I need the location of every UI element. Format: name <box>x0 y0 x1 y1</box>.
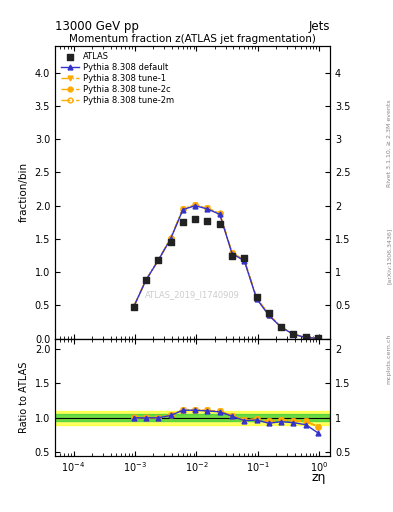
Pythia 8.308 tune-1 <box>131 304 136 310</box>
Text: Rivet 3.1.10, ≥ 2.3M events: Rivet 3.1.10, ≥ 2.3M events <box>387 99 391 187</box>
Pythia 8.308 tune-2m <box>193 202 198 208</box>
Pythia 8.308 tune-2m <box>291 331 296 337</box>
Pythia 8.308 tune-1 <box>266 312 271 318</box>
Text: [arXiv:1306.3436]: [arXiv:1306.3436] <box>387 228 391 284</box>
Line: Pythia 8.308 tune-1: Pythia 8.308 tune-1 <box>131 203 321 341</box>
Pythia 8.308 tune-2m <box>168 235 173 241</box>
Pythia 8.308 tune-2m <box>230 250 234 256</box>
ATLAS <box>204 217 211 225</box>
Pythia 8.308 tune-2c <box>180 206 185 212</box>
ATLAS <box>167 238 174 246</box>
Pythia 8.308 tune-2c <box>254 295 259 301</box>
ATLAS <box>155 256 162 264</box>
Pythia 8.308 default <box>168 236 173 242</box>
Pythia 8.308 tune-1 <box>205 205 210 211</box>
Legend: ATLAS, Pythia 8.308 default, Pythia 8.308 tune-1, Pythia 8.308 tune-2c, Pythia 8: ATLAS, Pythia 8.308 default, Pythia 8.30… <box>59 50 175 107</box>
ATLAS <box>229 251 235 260</box>
Pythia 8.308 tune-2m <box>180 206 185 212</box>
ATLAS <box>253 293 260 302</box>
Pythia 8.308 tune-1 <box>242 257 247 263</box>
Pythia 8.308 default <box>217 211 222 218</box>
ATLAS <box>192 215 198 223</box>
Pythia 8.308 default <box>254 296 259 302</box>
Pythia 8.308 default <box>316 335 320 342</box>
Pythia 8.308 default <box>242 258 247 264</box>
ATLAS <box>290 330 297 338</box>
Pythia 8.308 tune-2m <box>254 295 259 301</box>
Pythia 8.308 tune-1 <box>156 257 161 263</box>
Pythia 8.308 tune-2c <box>291 331 296 337</box>
Pythia 8.308 tune-2m <box>279 324 284 330</box>
Pythia 8.308 default <box>180 206 185 212</box>
ATLAS <box>130 303 137 311</box>
Pythia 8.308 tune-1 <box>291 331 296 337</box>
Title: Momentum fraction z(ATLAS jet fragmentation): Momentum fraction z(ATLAS jet fragmentat… <box>69 34 316 44</box>
Pythia 8.308 tune-2c <box>266 312 271 318</box>
Text: Jets: Jets <box>309 20 330 33</box>
Pythia 8.308 default <box>291 331 296 337</box>
Text: 13000 GeV pp: 13000 GeV pp <box>55 20 139 33</box>
Y-axis label: fraction/bin: fraction/bin <box>19 162 29 222</box>
Pythia 8.308 tune-2m <box>303 334 308 340</box>
Pythia 8.308 tune-2c <box>316 335 320 342</box>
Pythia 8.308 default <box>230 250 234 257</box>
ATLAS <box>278 323 285 331</box>
ATLAS <box>143 276 149 284</box>
Pythia 8.308 tune-1 <box>316 335 320 342</box>
Line: Pythia 8.308 default: Pythia 8.308 default <box>131 203 321 341</box>
Pythia 8.308 tune-2c <box>217 210 222 217</box>
Pythia 8.308 default <box>193 203 198 209</box>
Text: mcplots.cern.ch: mcplots.cern.ch <box>387 333 391 383</box>
Pythia 8.308 default <box>303 334 308 340</box>
Pythia 8.308 tune-2c <box>156 257 161 263</box>
Pythia 8.308 tune-1 <box>254 295 259 301</box>
Line: Pythia 8.308 tune-2m: Pythia 8.308 tune-2m <box>131 203 321 341</box>
ATLAS <box>315 334 321 343</box>
Pythia 8.308 default <box>205 206 210 212</box>
Pythia 8.308 default <box>279 324 284 330</box>
Pythia 8.308 tune-2m <box>242 257 247 263</box>
Pythia 8.308 tune-2c <box>279 324 284 330</box>
Pythia 8.308 tune-2m <box>205 205 210 211</box>
Pythia 8.308 tune-2c <box>143 277 148 283</box>
Pythia 8.308 tune-1 <box>279 324 284 330</box>
Pythia 8.308 tune-2c <box>303 334 308 340</box>
Pythia 8.308 tune-2c <box>168 235 173 241</box>
Pythia 8.308 tune-2m <box>143 276 148 283</box>
Pythia 8.308 tune-2c <box>131 304 136 310</box>
ATLAS <box>241 253 248 262</box>
Pythia 8.308 tune-2c <box>230 250 234 256</box>
ATLAS <box>266 309 272 317</box>
Pythia 8.308 tune-2m <box>131 303 136 309</box>
Line: Pythia 8.308 tune-2c: Pythia 8.308 tune-2c <box>131 203 321 341</box>
Pythia 8.308 tune-2m <box>316 335 320 342</box>
Pythia 8.308 default <box>266 312 271 318</box>
ATLAS <box>180 218 186 226</box>
Pythia 8.308 tune-1 <box>193 202 198 208</box>
Pythia 8.308 tune-2m <box>266 312 271 318</box>
ATLAS <box>217 220 223 228</box>
Y-axis label: Ratio to ATLAS: Ratio to ATLAS <box>19 361 29 433</box>
Pythia 8.308 default <box>131 304 136 310</box>
Text: ATLAS_2019_I1740909: ATLAS_2019_I1740909 <box>145 290 240 300</box>
Pythia 8.308 tune-1 <box>168 236 173 242</box>
Pythia 8.308 tune-1 <box>230 250 234 256</box>
Pythia 8.308 tune-2m <box>156 257 161 263</box>
Pythia 8.308 tune-1 <box>303 334 308 340</box>
Pythia 8.308 tune-2c <box>205 205 210 211</box>
ATLAS <box>303 333 309 342</box>
Pythia 8.308 default <box>156 257 161 263</box>
Pythia 8.308 tune-1 <box>217 210 222 217</box>
Pythia 8.308 tune-1 <box>143 277 148 283</box>
X-axis label: zη: zη <box>312 471 326 484</box>
Pythia 8.308 tune-2m <box>217 210 222 217</box>
Pythia 8.308 default <box>143 277 148 283</box>
Pythia 8.308 tune-1 <box>180 206 185 212</box>
Pythia 8.308 tune-2c <box>242 257 247 263</box>
Pythia 8.308 tune-2c <box>193 202 198 208</box>
